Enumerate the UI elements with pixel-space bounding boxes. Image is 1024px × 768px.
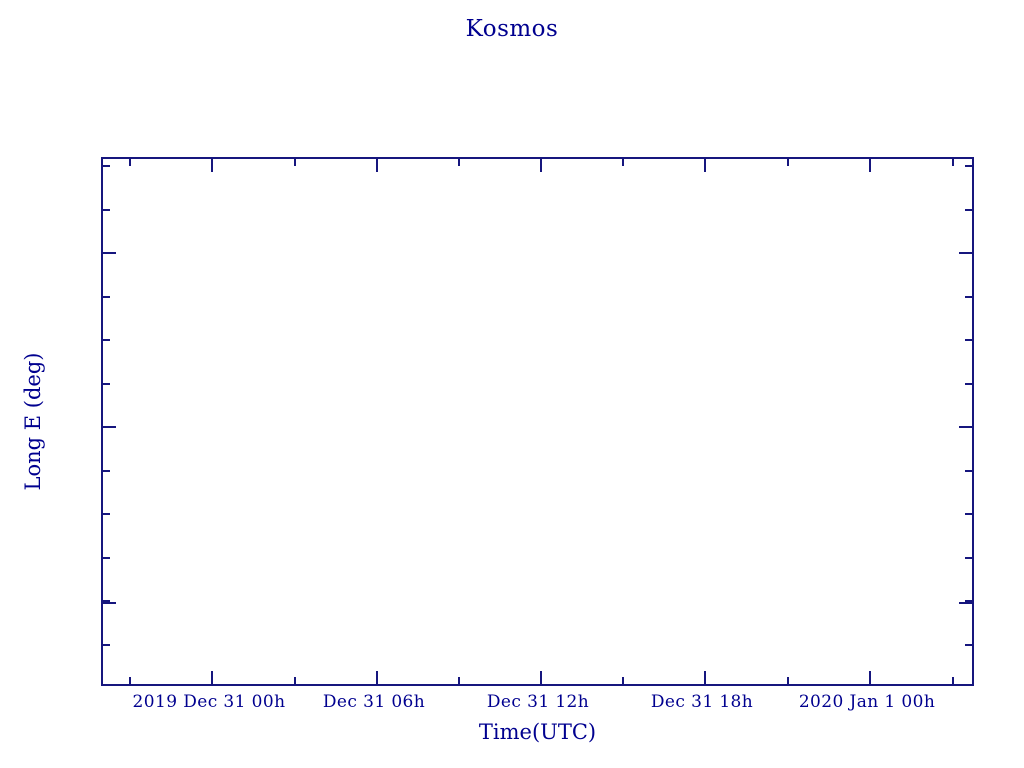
y-major-tick-right [959, 252, 972, 254]
y-major-tick-right [959, 426, 972, 428]
x-tick-label: Dec 31 12h [486, 692, 590, 712]
x-minor-tick-top [293, 159, 296, 166]
y-major-tick-left [103, 252, 116, 254]
y-minor-tick-right [965, 295, 972, 298]
y-minor-tick-left [103, 556, 110, 559]
x-major-tick-bottom [540, 671, 542, 684]
x-minor-tick-bottom [128, 677, 131, 684]
y-major-tick-right [959, 602, 972, 604]
plot-data-region [103, 159, 972, 684]
y-minor-tick-left [103, 600, 110, 602]
x-tick-label: Dec 31 18h [650, 692, 754, 712]
x-minor-tick-top [458, 159, 460, 166]
y-minor-tick-left [103, 643, 110, 646]
x-major-tick-top [376, 159, 378, 172]
x-tick-label: 2020 Jan 1 00h [798, 692, 936, 712]
y-minor-tick-right [965, 339, 972, 341]
y-minor-tick-left [103, 382, 110, 385]
y-minor-tick-left [103, 513, 110, 515]
plot-area [101, 157, 974, 686]
y-minor-tick-left [103, 208, 110, 211]
x-major-tick-top [211, 159, 213, 172]
chart-title: Kosmos [465, 16, 559, 42]
y-minor-tick-right [965, 600, 972, 602]
y-axis-title: Long E (deg) [21, 352, 45, 491]
y-minor-tick-left [103, 295, 110, 298]
y-minor-tick-right [965, 208, 972, 211]
x-minor-tick-bottom [622, 677, 624, 684]
x-tick-label: Dec 31 06h [322, 692, 426, 712]
x-minor-tick-bottom [458, 677, 460, 684]
y-major-tick-left [103, 602, 116, 604]
y-minor-tick-right [965, 556, 972, 559]
y-minor-tick-right [965, 513, 972, 515]
y-minor-tick-left [103, 469, 110, 472]
x-tick-label: 2019 Dec 31 00h [132, 692, 286, 712]
x-major-tick-bottom [869, 671, 871, 684]
x-minor-tick-top [951, 159, 954, 166]
x-minor-tick-bottom [786, 677, 789, 684]
x-minor-tick-top [128, 159, 131, 166]
x-minor-tick-top [786, 159, 789, 166]
x-minor-tick-bottom [293, 677, 296, 684]
y-minor-tick-right [965, 165, 972, 167]
x-minor-tick-bottom [951, 677, 954, 684]
x-major-tick-bottom [704, 671, 706, 684]
x-major-tick-top [704, 159, 706, 172]
x-major-tick-bottom [376, 671, 378, 684]
x-minor-tick-top [622, 159, 624, 166]
y-minor-tick-right [965, 382, 972, 385]
y-minor-tick-right [965, 643, 972, 646]
x-major-tick-top [869, 159, 871, 172]
x-axis-title: Time(UTC) [478, 720, 597, 744]
y-minor-tick-left [103, 165, 110, 167]
x-major-tick-top [540, 159, 542, 172]
y-minor-tick-right [965, 469, 972, 472]
y-minor-tick-left [103, 339, 110, 341]
x-major-tick-bottom [211, 671, 213, 684]
y-major-tick-left [103, 426, 116, 428]
